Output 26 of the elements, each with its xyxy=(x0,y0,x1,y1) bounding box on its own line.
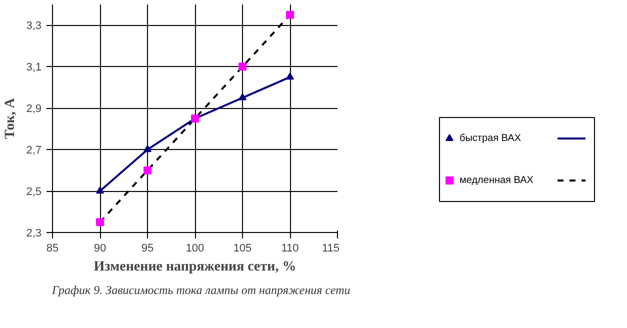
point xyxy=(286,72,294,80)
x-tick-label: 85 xyxy=(46,242,59,254)
text: График 9. Зависимость тока лампы от напряжения сети xyxy=(52,282,350,299)
x-tick-label: 105 xyxy=(233,242,252,254)
point xyxy=(144,166,152,174)
point xyxy=(286,10,294,19)
x-tick-label: 100 xyxy=(186,242,204,254)
y-axis-title: Ток, А xyxy=(3,97,18,139)
point xyxy=(144,145,152,152)
x-tick-label: 90 xyxy=(94,242,106,254)
x-axis-title: Изменение напряжения сети, % xyxy=(94,260,296,274)
y-tick-label: 3,3 xyxy=(26,20,42,32)
y-tick-label: 2,9 xyxy=(26,103,42,116)
point xyxy=(238,62,246,71)
x-tick-label: 115 xyxy=(322,242,340,254)
x-tick-label: 95 xyxy=(141,242,154,254)
y-tick-label: 2,3 xyxy=(26,228,42,240)
point xyxy=(238,93,246,100)
legend-label: медленная ВАХ xyxy=(460,175,534,186)
point xyxy=(96,186,104,194)
legend-label: быстрая ВАХ xyxy=(460,133,522,144)
x-tick-label: 110 xyxy=(281,242,299,254)
point xyxy=(96,218,104,226)
y-tick-label: 3,1 xyxy=(26,62,42,74)
y-tick-label: 2,5 xyxy=(26,186,42,198)
y-tick-label: 2,7 xyxy=(26,144,42,157)
